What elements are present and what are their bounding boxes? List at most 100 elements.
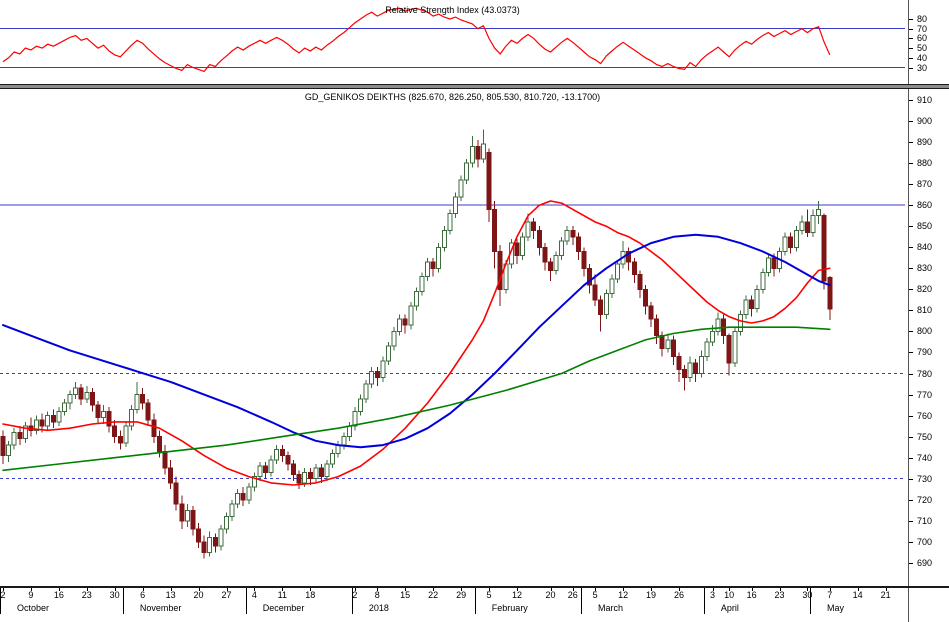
date-tick-label: 23 bbox=[774, 590, 785, 600]
rsi-axis-label: 30 bbox=[917, 62, 928, 73]
ma-mid-blue-line bbox=[2, 233, 831, 449]
date-tick-mark bbox=[30, 588, 32, 591]
date-tick-mark bbox=[489, 588, 490, 591]
price-axis-tick bbox=[909, 142, 913, 144]
date-tick-mark bbox=[572, 588, 574, 591]
panel-splitter[interactable] bbox=[0, 84, 949, 89]
date-tick-label: 30 bbox=[109, 590, 120, 600]
candle-up bbox=[6, 440, 12, 462]
date-tick-label: 27 bbox=[221, 590, 232, 600]
candle-up bbox=[128, 405, 134, 431]
candle-up bbox=[441, 226, 447, 252]
rsi-axis-label: 80 bbox=[917, 14, 928, 24]
candle-up bbox=[447, 209, 453, 235]
candle-down bbox=[151, 413, 157, 443]
date-tick-mark bbox=[3, 588, 4, 591]
price-plot bbox=[0, 129, 905, 559]
candle-down bbox=[575, 232, 581, 260]
date-tick-label: 22 bbox=[428, 590, 439, 600]
candle-up bbox=[737, 310, 743, 336]
date-tick-label: 2 bbox=[352, 590, 358, 600]
month-label: December bbox=[262, 603, 305, 613]
month-separator bbox=[245, 588, 247, 614]
candle-up bbox=[754, 285, 760, 313]
candle-down bbox=[179, 495, 185, 530]
rsi-panel-title: Relative Strength Index (43.0373) bbox=[385, 5, 520, 15]
date-tick-label: 12 bbox=[511, 590, 523, 600]
date-tick-label: 5 bbox=[486, 590, 492, 600]
candle-down bbox=[190, 506, 196, 536]
date-tick-label: 29 bbox=[456, 590, 467, 600]
candle-up bbox=[419, 272, 425, 296]
candle-up bbox=[123, 421, 129, 448]
candle-down bbox=[788, 232, 794, 254]
price-axis-tick bbox=[909, 310, 913, 312]
candle-up bbox=[397, 314, 403, 336]
price-axis-tick bbox=[909, 184, 913, 186]
candle-up bbox=[715, 312, 721, 336]
candle-up bbox=[615, 259, 621, 284]
candle-down bbox=[749, 295, 755, 317]
candle-down bbox=[514, 238, 520, 265]
candle-up bbox=[61, 398, 67, 416]
candle-up bbox=[799, 215, 805, 235]
candle-up bbox=[525, 213, 531, 241]
month-separator bbox=[581, 588, 582, 614]
date-tick-label: 23 bbox=[81, 590, 92, 600]
candle-up bbox=[385, 341, 391, 366]
x-axis-separator bbox=[0, 586, 949, 588]
price-axis-label: 860 bbox=[917, 200, 933, 211]
price-axis-label: 760 bbox=[917, 410, 933, 421]
candle-down bbox=[670, 335, 676, 366]
date-tick-mark bbox=[58, 588, 60, 591]
rsi-axis-label: 50 bbox=[917, 43, 928, 54]
price-axis-tick bbox=[909, 478, 913, 480]
candle-up bbox=[335, 440, 341, 458]
price-axis-label: 850 bbox=[917, 221, 933, 232]
candle-down bbox=[212, 533, 218, 553]
candle-up bbox=[358, 394, 364, 416]
candle-down bbox=[28, 417, 34, 437]
price-axis-tick bbox=[909, 331, 913, 333]
date-tick-mark bbox=[254, 588, 256, 591]
candle-up bbox=[603, 289, 609, 319]
date-tick-mark bbox=[433, 588, 435, 591]
date-tick-label: 8 bbox=[374, 590, 380, 600]
candle-down bbox=[592, 274, 598, 307]
candle-up bbox=[810, 209, 816, 237]
candle-down bbox=[676, 352, 682, 382]
price-axis-label: 770 bbox=[917, 389, 933, 400]
candle-down bbox=[726, 333, 732, 376]
ma-slow-green-line bbox=[2, 326, 831, 472]
price-axis-label: 700 bbox=[917, 536, 933, 547]
price-axis-label: 900 bbox=[917, 116, 933, 127]
date-tick-mark bbox=[623, 588, 625, 591]
candle-up bbox=[698, 350, 704, 378]
candle-up bbox=[274, 445, 280, 464]
candle-up bbox=[793, 226, 799, 252]
price-axis-label: 780 bbox=[917, 368, 933, 379]
candle-down bbox=[106, 407, 112, 433]
candle-up bbox=[313, 463, 319, 483]
candle-up bbox=[743, 295, 749, 319]
candle-up bbox=[184, 503, 190, 528]
date-tick-mark bbox=[142, 588, 144, 591]
candle-down bbox=[285, 451, 291, 471]
candle-up bbox=[34, 415, 40, 435]
price-axis-label: 750 bbox=[917, 431, 933, 442]
price-axis-label: 890 bbox=[917, 137, 933, 148]
candle-up bbox=[553, 251, 559, 275]
month-separator bbox=[474, 588, 476, 614]
candle-down bbox=[50, 409, 56, 429]
candle-down bbox=[486, 148, 492, 223]
date-tick-label: 10 bbox=[724, 590, 735, 600]
candle-down bbox=[637, 270, 643, 298]
candle-down bbox=[497, 245, 503, 307]
candle-down bbox=[430, 257, 436, 277]
candle-up bbox=[369, 367, 375, 389]
date-tick-label: 21 bbox=[880, 590, 891, 600]
candle-up bbox=[22, 421, 28, 443]
month-label: April bbox=[720, 603, 739, 613]
rsi-axis-tick bbox=[909, 38, 913, 40]
candle-down bbox=[581, 247, 587, 277]
